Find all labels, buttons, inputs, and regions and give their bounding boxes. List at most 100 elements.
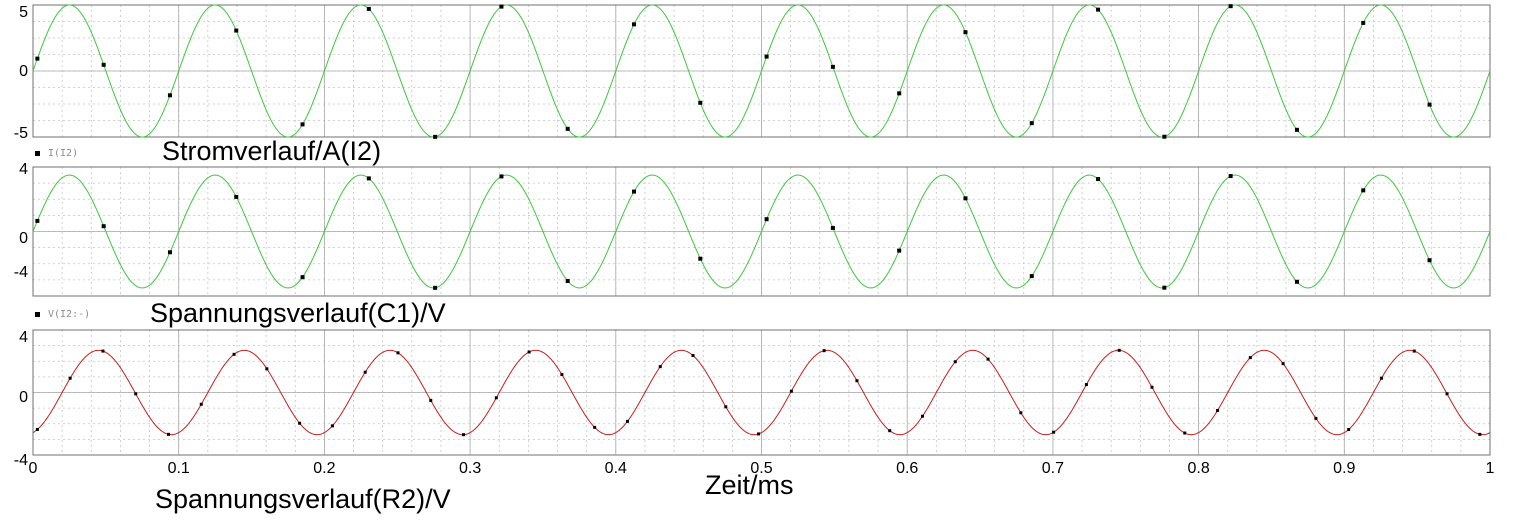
data-point-marker [764, 217, 769, 222]
data-point-marker [300, 275, 305, 280]
data-point-marker [1361, 20, 1366, 25]
data-point-marker [897, 91, 902, 96]
legend-label: V(I2:-) [48, 309, 90, 320]
data-point-marker [35, 427, 39, 431]
data-point-marker [963, 30, 968, 35]
data-point-marker [1228, 174, 1233, 179]
data-point-marker [593, 425, 597, 429]
data-point-marker [625, 419, 629, 423]
data-point-marker [1228, 4, 1233, 9]
x-tick-label: 0.5 [750, 460, 772, 477]
data-point-marker [1029, 121, 1034, 126]
data-point-marker [366, 176, 371, 181]
data-point-marker [433, 134, 438, 139]
data-point-marker [234, 194, 239, 199]
series-line-voltage_c1 [32, 174, 1491, 289]
data-point-marker [1427, 258, 1432, 263]
y-tick-label: 5 [19, 4, 28, 21]
data-point-marker [1216, 408, 1220, 412]
data-point-marker [1019, 411, 1023, 415]
data-point-marker [698, 100, 703, 105]
data-point-marker [560, 373, 564, 377]
data-point-marker [300, 122, 305, 127]
y-tick-label: -5 [14, 125, 28, 142]
data-point-marker [986, 357, 990, 361]
data-point-marker [698, 256, 703, 261]
data-point-marker [429, 398, 433, 402]
data-point-marker [1162, 285, 1167, 290]
data-point-marker [822, 349, 826, 353]
data-point-marker [953, 360, 957, 364]
x-tick-label: 0.8 [1187, 460, 1209, 477]
data-point-marker [199, 402, 203, 406]
data-point-marker [1478, 432, 1482, 436]
data-point-marker [232, 352, 236, 356]
x-tick-label: 0.6 [896, 460, 918, 477]
data-point-marker [897, 248, 902, 253]
data-point-marker [1412, 349, 1416, 353]
data-point-marker [724, 405, 728, 409]
data-point-marker [1084, 383, 1088, 387]
plot-voltage_c1: 4 0 -4 V(I2:-) Spannungsverlauf(C1)/V [14, 161, 1491, 328]
data-point-marker [35, 218, 40, 223]
panel-title: Spannungsverlauf(R2)/V [155, 484, 451, 514]
data-point-marker [1281, 362, 1285, 366]
data-point-marker [1427, 102, 1432, 107]
data-point-marker [101, 349, 105, 353]
y-tick-label: 4 [19, 329, 28, 346]
data-point-marker [1150, 385, 1154, 389]
data-point-marker [632, 22, 637, 27]
data-point-marker [1029, 274, 1034, 279]
data-point-marker [1117, 348, 1121, 352]
data-point-marker [1162, 134, 1167, 139]
y-tick-label: 0 [19, 230, 28, 247]
y-tick-label: 4 [19, 161, 28, 178]
x-tick-label: 1 [1486, 460, 1495, 477]
x-tick-label: 0.1 [168, 460, 190, 477]
data-point-marker [888, 429, 892, 433]
data-point-marker [1248, 356, 1252, 360]
data-point-marker [1445, 392, 1449, 396]
data-point-marker [499, 174, 504, 179]
data-point-marker [830, 64, 835, 69]
data-point-marker [830, 225, 835, 230]
data-point-marker [565, 126, 570, 131]
data-point-marker [265, 367, 269, 371]
data-point-marker [1379, 376, 1383, 380]
data-point-marker [499, 4, 504, 9]
plot-frame [32, 329, 1491, 456]
data-point-marker [1294, 279, 1299, 284]
data-point-marker [167, 250, 172, 255]
x-tick-label: 0.7 [1042, 460, 1064, 477]
data-point-marker [632, 189, 637, 194]
panel-title: Spannungsverlauf(C1)/V [150, 298, 446, 328]
series-line-voltage_r2 [32, 349, 1491, 436]
data-point-marker [167, 93, 172, 98]
data-point-marker [1183, 431, 1187, 435]
data-point-marker [757, 432, 761, 436]
plot-current: 5 0 -5 I(I2) Stromverlauf/A(I2) [14, 4, 1491, 166]
x-tick-label: 0.9 [1333, 460, 1355, 477]
data-point-marker [35, 56, 40, 61]
data-point-marker [658, 365, 662, 369]
legend-marker [35, 312, 40, 317]
data-point-marker [1052, 430, 1056, 434]
x-axis-title: Zeit/ms [705, 470, 794, 500]
data-point-marker [764, 54, 769, 59]
data-point-marker [396, 351, 400, 355]
data-point-marker [921, 414, 924, 418]
data-point-marker [1347, 427, 1351, 431]
data-point-marker [167, 432, 170, 436]
data-point-marker [565, 278, 570, 283]
data-point-marker [462, 433, 466, 437]
data-point-marker [363, 370, 367, 374]
data-point-marker [494, 396, 498, 400]
legend-label: I(I2) [48, 148, 78, 159]
data-point-marker [1314, 416, 1318, 420]
data-point-marker [691, 354, 695, 358]
y-tick-label: 0 [19, 63, 28, 80]
data-point-marker [134, 392, 138, 396]
